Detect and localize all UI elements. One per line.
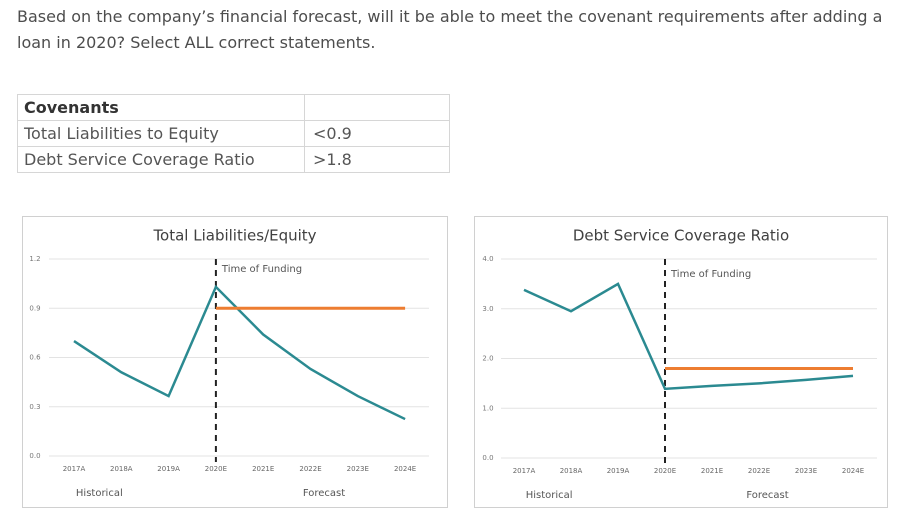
x-tick-label: 2020E bbox=[654, 467, 676, 475]
table-row: Covenants bbox=[17, 94, 450, 121]
x-group-label: Forecast bbox=[303, 488, 345, 499]
x-tick-label: 2024E bbox=[842, 467, 864, 475]
y-tick-label: 1.0 bbox=[482, 404, 493, 412]
table-cell bbox=[304, 94, 450, 121]
x-tick-label: 2017A bbox=[63, 465, 86, 473]
table-cell: <0.9 bbox=[304, 120, 450, 147]
y-tick-label: 0.0 bbox=[29, 452, 40, 460]
y-tick-label: 1.2 bbox=[29, 255, 40, 263]
x-tick-label: 2021E bbox=[701, 467, 723, 475]
y-tick-label: 0.6 bbox=[29, 354, 41, 362]
x-group-label: Forecast bbox=[746, 490, 788, 501]
chart-title: Debt Service Coverage Ratio bbox=[573, 227, 789, 245]
chart-title: Total Liabilities/Equity bbox=[152, 227, 316, 245]
covenant-table: Covenants Total Liabilities to Equity <0.… bbox=[17, 94, 450, 173]
y-tick-label: 0.9 bbox=[29, 304, 40, 312]
y-tick-label: 3.0 bbox=[482, 305, 493, 313]
x-tick-label: 2018A bbox=[110, 465, 133, 473]
series-line bbox=[523, 282, 854, 391]
x-tick-label: 2019A bbox=[607, 467, 630, 475]
x-group-label: Historical bbox=[526, 490, 573, 501]
x-tick-label: 2024E bbox=[394, 465, 416, 473]
x-group-label: Historical bbox=[76, 488, 123, 499]
annotation: Time of Funding bbox=[670, 269, 751, 280]
x-tick-label: 2018A bbox=[560, 467, 583, 475]
chart: Debt Service Coverage Ratio 0.0 1.0 2.0 3.0 4… bbox=[474, 216, 888, 508]
x-tick-label: 2020E bbox=[205, 465, 227, 473]
y-tick-label: 2.0 bbox=[482, 355, 493, 363]
y-tick-label: 0.0 bbox=[482, 454, 493, 462]
chart: Total Liabilities/Equity 0.0 0.3 0.6 0.9 1.2 2… bbox=[22, 216, 448, 508]
x-tick-label: 2022E bbox=[299, 465, 321, 473]
x-tick-label: 2021E bbox=[252, 465, 274, 473]
x-tick-label: 2017A bbox=[513, 467, 536, 475]
table-row: Debt Service Coverage Ratio >1.8 bbox=[17, 146, 450, 173]
table-header: Covenants bbox=[17, 94, 305, 121]
x-tick-label: 2023E bbox=[795, 467, 817, 475]
question: Based on the company’s financial forecas… bbox=[17, 7, 883, 52]
annotation: Time of Funding bbox=[221, 264, 302, 275]
y-tick-label: 0.3 bbox=[29, 403, 40, 411]
table-cell: Debt Service Coverage Ratio bbox=[17, 146, 305, 173]
x-tick-label: 2022E bbox=[748, 467, 770, 475]
table-row: Total Liabilities to Equity <0.9 bbox=[17, 120, 450, 147]
table-cell: Total Liabilities to Equity bbox=[17, 120, 305, 147]
series-line bbox=[73, 284, 406, 421]
x-tick-label: 2019A bbox=[157, 465, 180, 473]
y-tick-label: 4.0 bbox=[482, 255, 493, 263]
x-tick-label: 2023E bbox=[347, 465, 369, 473]
table-cell: >1.8 bbox=[304, 146, 450, 173]
